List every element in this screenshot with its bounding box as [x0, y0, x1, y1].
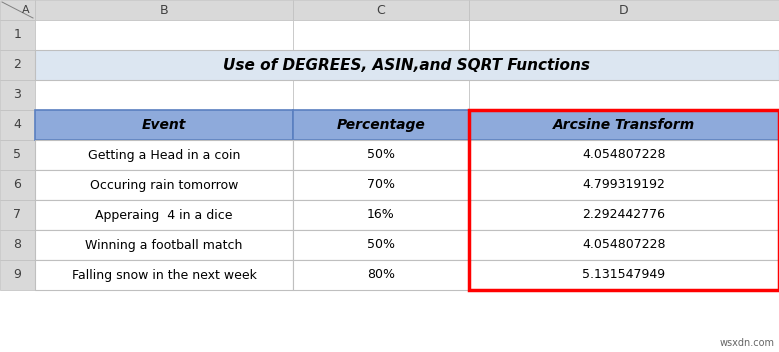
- Bar: [469, 0, 779, 20]
- Bar: [469, 110, 779, 140]
- Bar: [469, 230, 779, 260]
- Text: Occuring rain tomorrow: Occuring rain tomorrow: [90, 178, 238, 191]
- Text: 4.054807228: 4.054807228: [582, 239, 666, 251]
- Text: 3: 3: [13, 88, 22, 101]
- Text: 8: 8: [13, 239, 22, 251]
- Text: 7: 7: [13, 208, 22, 221]
- Bar: [469, 170, 779, 200]
- Bar: [0, 260, 35, 290]
- Bar: [469, 50, 779, 80]
- Bar: [293, 140, 469, 170]
- Text: Arcsine Transform: Arcsine Transform: [553, 118, 695, 132]
- Bar: [293, 110, 469, 140]
- Bar: [0, 200, 35, 230]
- Bar: [293, 50, 469, 80]
- Text: Getting a Head in a coin: Getting a Head in a coin: [88, 149, 240, 162]
- Bar: [469, 260, 779, 290]
- Bar: [0, 50, 35, 80]
- Text: 70%: 70%: [367, 178, 395, 191]
- Bar: [0, 170, 35, 200]
- Bar: [0, 80, 35, 110]
- Bar: [469, 230, 779, 260]
- Bar: [469, 80, 779, 110]
- Bar: [35, 170, 293, 200]
- Bar: [35, 110, 293, 140]
- Text: Falling snow in the next week: Falling snow in the next week: [72, 269, 256, 282]
- Bar: [469, 200, 779, 230]
- Bar: [35, 170, 293, 200]
- Text: wsxdn.com: wsxdn.com: [720, 338, 775, 348]
- Text: Use of DEGREES, ASIN,and SQRT Functions: Use of DEGREES, ASIN,and SQRT Functions: [224, 57, 590, 73]
- Bar: [35, 200, 293, 230]
- Bar: [293, 230, 469, 260]
- Bar: [469, 110, 779, 140]
- Bar: [0, 230, 35, 260]
- Bar: [469, 200, 779, 230]
- Text: 50%: 50%: [367, 149, 395, 162]
- Text: 2: 2: [13, 58, 22, 71]
- Bar: [35, 260, 293, 290]
- Bar: [293, 260, 469, 290]
- Bar: [293, 110, 469, 140]
- Bar: [35, 50, 779, 80]
- Bar: [293, 260, 469, 290]
- Bar: [35, 230, 293, 260]
- Text: 4: 4: [13, 119, 22, 132]
- Bar: [293, 200, 469, 230]
- Bar: [35, 110, 293, 140]
- Bar: [35, 140, 293, 170]
- Bar: [35, 230, 293, 260]
- Bar: [293, 230, 469, 260]
- Text: 2.292442776: 2.292442776: [583, 208, 665, 221]
- Text: 1: 1: [13, 29, 22, 42]
- Bar: [469, 170, 779, 200]
- Bar: [469, 140, 779, 170]
- Text: A: A: [23, 5, 30, 15]
- Bar: [293, 0, 469, 20]
- Bar: [35, 80, 293, 110]
- Text: B: B: [160, 4, 168, 17]
- Bar: [293, 20, 469, 50]
- Text: C: C: [376, 4, 386, 17]
- Bar: [469, 140, 779, 170]
- Bar: [35, 0, 293, 20]
- Bar: [293, 80, 469, 110]
- Bar: [469, 110, 779, 290]
- Text: Percentage: Percentage: [337, 118, 425, 132]
- Bar: [293, 170, 469, 200]
- Text: 50%: 50%: [367, 239, 395, 251]
- Bar: [35, 50, 293, 80]
- Text: 80%: 80%: [367, 269, 395, 282]
- Text: Winning a football match: Winning a football match: [86, 239, 243, 251]
- Bar: [0, 20, 35, 50]
- Text: Apperaing  4 in a dice: Apperaing 4 in a dice: [95, 208, 233, 221]
- Bar: [469, 20, 779, 50]
- Text: 4.799319192: 4.799319192: [583, 178, 665, 191]
- Text: 9: 9: [13, 269, 22, 282]
- Bar: [293, 200, 469, 230]
- Bar: [293, 170, 469, 200]
- Bar: [35, 200, 293, 230]
- Bar: [35, 260, 293, 290]
- Text: 16%: 16%: [367, 208, 395, 221]
- Text: D: D: [619, 4, 629, 17]
- Bar: [35, 140, 293, 170]
- Text: 5: 5: [13, 149, 22, 162]
- Bar: [0, 0, 35, 20]
- Text: 4.054807228: 4.054807228: [582, 149, 666, 162]
- Bar: [35, 20, 293, 50]
- Bar: [469, 260, 779, 290]
- Bar: [0, 110, 35, 140]
- Bar: [0, 140, 35, 170]
- Bar: [293, 140, 469, 170]
- Text: 5.131547949: 5.131547949: [583, 269, 665, 282]
- Text: Event: Event: [142, 118, 186, 132]
- Text: 6: 6: [13, 178, 22, 191]
